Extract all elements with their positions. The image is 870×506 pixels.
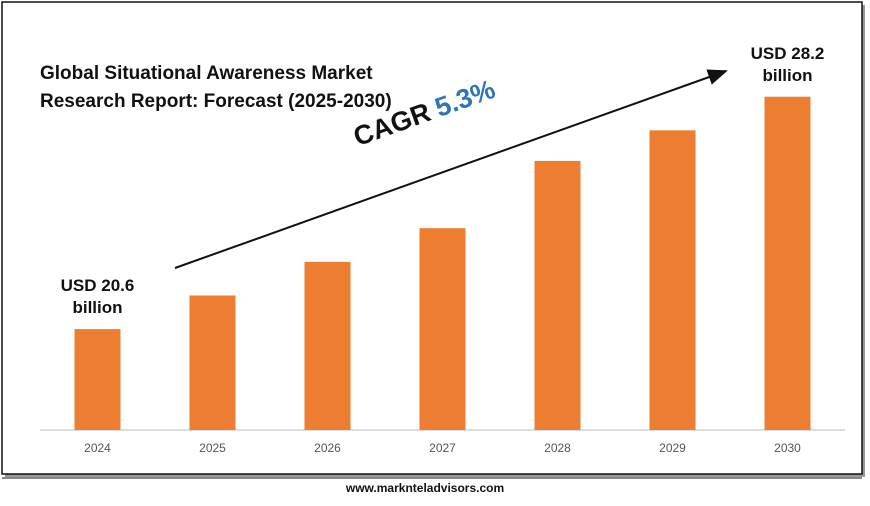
x-tick-label: 2030 — [774, 441, 801, 455]
bar — [419, 228, 466, 430]
x-tick-label: 2029 — [659, 441, 686, 455]
bar — [534, 160, 581, 430]
trend-arrow — [174, 69, 728, 269]
bar — [74, 329, 121, 430]
bar — [304, 261, 351, 430]
x-tick-label: 2027 — [429, 441, 456, 455]
x-tick-label: 2024 — [84, 441, 111, 455]
bar — [764, 96, 811, 430]
value-label: USD 28.2 billion — [750, 43, 825, 85]
bar — [189, 295, 236, 430]
x-tick-label: 2028 — [544, 441, 571, 455]
x-tick-label: 2026 — [314, 441, 341, 455]
x-tick-label: 2025 — [199, 441, 226, 455]
source: www.marknteladvisors.com — [345, 481, 505, 495]
chart-title: Global Situational Awareness Market Rese… — [40, 63, 392, 112]
bar — [649, 130, 696, 431]
value-label: USD 20.6 billion — [60, 276, 135, 318]
